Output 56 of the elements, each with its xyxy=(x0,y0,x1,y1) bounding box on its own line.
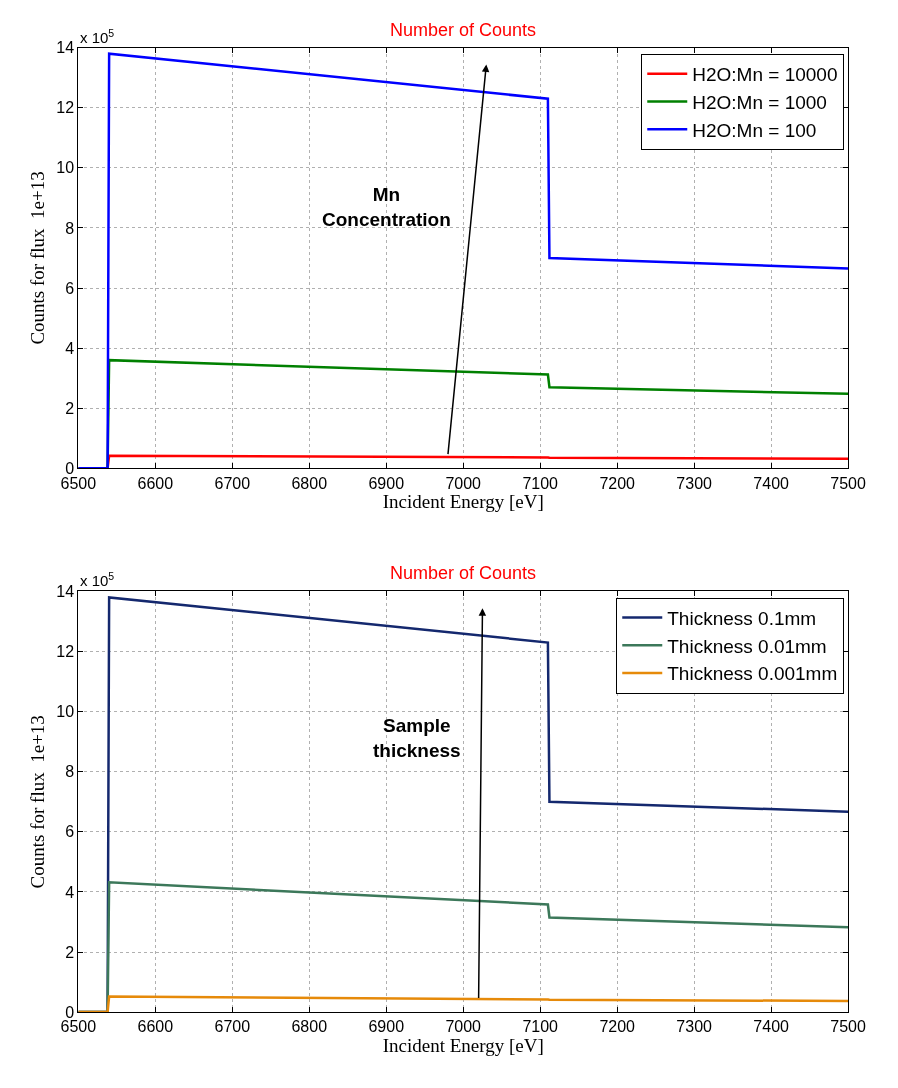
legend-label: Thickness 0.1mm xyxy=(667,608,817,629)
y-tick-label: 10 xyxy=(56,159,75,177)
x-tick-label: 6800 xyxy=(291,1018,328,1036)
text: x 10$^{5}$ xyxy=(80,27,115,47)
line-series xyxy=(78,52,849,469)
x-tick-label: 7100 xyxy=(522,1018,559,1036)
y-axis-title: Counts for flux 1e+13 xyxy=(27,715,49,889)
y-tick-label: 4 xyxy=(65,339,75,357)
x-tick-label: 6900 xyxy=(368,474,405,492)
x-tick-label: 7300 xyxy=(676,474,713,492)
x-tick-label: 6700 xyxy=(214,1018,251,1036)
x-tick-label: 6900 xyxy=(368,1018,405,1036)
x-tick-label: 7000 xyxy=(445,1018,482,1036)
x-tick-label: 7100 xyxy=(522,474,559,492)
x-tick-label: 6600 xyxy=(137,1018,174,1036)
x-tick-label: 7500 xyxy=(830,1018,867,1036)
annotation: Sample thickness xyxy=(373,715,461,761)
y-tick-label: 0 xyxy=(65,459,75,477)
legend-label: Thickness 0.001mm xyxy=(667,663,838,685)
y-tick-label: 12 xyxy=(56,643,75,661)
y-tick-label: 2 xyxy=(65,399,75,417)
x-tick-label: 7500 xyxy=(830,474,867,492)
y-tick-label: 14 xyxy=(56,39,75,57)
y-tick-label: 10 xyxy=(56,703,75,721)
y-tick-label: 2 xyxy=(65,943,75,961)
y-tick-label: 8 xyxy=(65,219,75,237)
y-tick-label: 0 xyxy=(65,1003,75,1021)
x-axis-title: Incident Energy [eV] xyxy=(382,1035,544,1057)
x-tick-label: 7000 xyxy=(445,474,482,492)
y-tick-label: 6 xyxy=(65,279,75,297)
y-tick-label: 4 xyxy=(65,883,75,901)
x-tick-label: 7400 xyxy=(753,474,790,492)
chart-title: Number of Counts xyxy=(390,20,537,40)
x-tick-label: 6600 xyxy=(137,474,174,492)
y-tick-label: 14 xyxy=(56,583,75,601)
legend-label: H2O:Mn = 10000 xyxy=(692,64,838,86)
y-tick-label: 8 xyxy=(65,763,75,781)
annotation: Mn Concentration xyxy=(322,184,451,230)
x-tick-label: 6500 xyxy=(60,474,97,492)
legend-label: Thickness 0.01mm xyxy=(667,635,827,657)
y-axis-title: Counts for flux 1e+13 xyxy=(27,171,49,345)
x-tick-label: 7200 xyxy=(599,474,636,492)
text: x 10$^{5}$ xyxy=(80,570,115,590)
chart-title: Number of Counts xyxy=(390,563,537,583)
x-axis-title: Incident Energy [eV] xyxy=(382,491,544,513)
legend-label: H2O:Mn = 1000 xyxy=(692,91,827,113)
line-series xyxy=(78,995,849,1013)
y-tick-label: 6 xyxy=(65,823,75,841)
y-tick-label: 12 xyxy=(56,99,75,117)
x-tick-label: 7200 xyxy=(599,1018,636,1036)
x-tick-label: 6500 xyxy=(60,1018,97,1036)
x-tick-label: 6700 xyxy=(214,474,251,492)
x-tick-label: 7400 xyxy=(753,1018,790,1036)
x-tick-label: 6800 xyxy=(291,474,328,492)
x-tick-label: 7300 xyxy=(676,1018,713,1036)
legend-label: H2O:Mn = 100 xyxy=(692,119,817,141)
